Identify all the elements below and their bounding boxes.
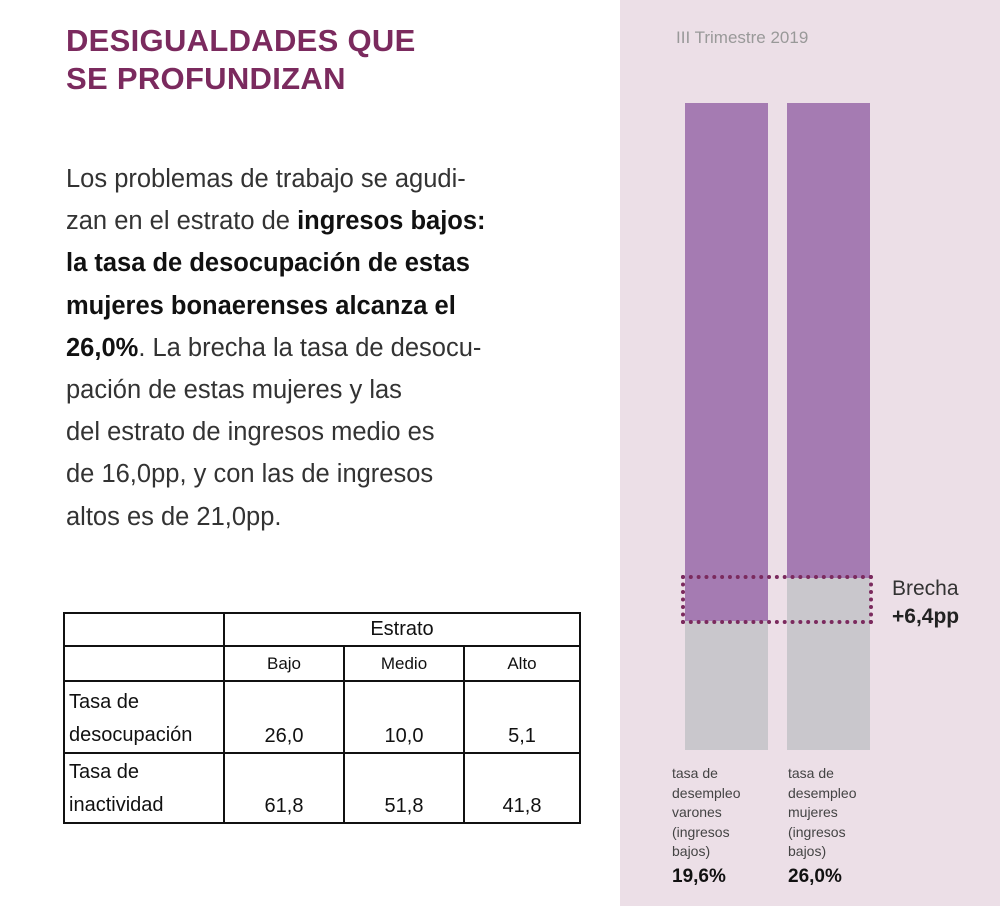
label-line: tasa de — [672, 765, 718, 781]
bold-text: ingresos bajos: — [297, 207, 486, 236]
page-title: DESIGUALDADES QUE SE PROFUNDIZAN — [66, 22, 416, 98]
text: Tasa de — [69, 691, 140, 713]
text: del estrato de ingresos medio es — [66, 418, 435, 447]
text: de 16,0pp, y con las de ingresos — [66, 460, 434, 489]
brecha-gap-box — [681, 575, 873, 624]
bold-text: 26,0% — [66, 333, 139, 362]
table-row: Tasa de desocupación 26,0 10,0 5,1 — [63, 680, 581, 754]
para-line: mujeres bonaerenses alcanza el — [66, 285, 566, 327]
label-line: (ingresos — [788, 823, 846, 840]
text: zan en el estrato de — [66, 207, 298, 236]
para-line: zan en el estrato de ingresos bajos: — [66, 200, 566, 242]
text: Los problemas de trabajo se agudi- — [66, 165, 466, 193]
para-line: altos es de 21,0pp. — [66, 496, 566, 538]
text: . La brecha la tasa de desocu- — [138, 333, 482, 362]
para-line: Los problemas de trabajo se agudi- — [66, 158, 566, 200]
estrato-table: Estrato Bajo Medio Alto Tasa de desocupac… — [63, 612, 581, 824]
category-label-varones: tasa de desempleo varones (ingresos bajo… — [672, 764, 762, 890]
table-row: Tasa de inactividad 61,8 51,8 41,8 — [63, 752, 581, 824]
table-cell: 10,0 — [343, 680, 465, 754]
text: pación de estas mujeres y las — [66, 376, 402, 405]
chart-title: III Trimestre 2019 — [676, 28, 809, 47]
para-line: la tasa de desocupación de estas — [66, 242, 566, 284]
brecha-value: +6,4pp — [892, 605, 960, 628]
label-line: bajos) — [788, 843, 827, 859]
label-line: tasa de — [788, 765, 834, 781]
label-line: bajos) — [672, 843, 711, 859]
label-line: desempleo — [788, 784, 857, 801]
label-line: varones — [672, 804, 722, 820]
value-label: 26,0% — [788, 865, 842, 887]
value-label: 19,6% — [672, 865, 726, 887]
title-line: DESIGUALDADES QUE — [66, 23, 416, 58]
table-cell: 61,8 — [223, 752, 345, 824]
bar-value-fill — [787, 578, 870, 750]
bar-mujeres — [787, 103, 870, 750]
body-paragraph: Los problemas de trabajo se agudi- zan e… — [66, 158, 566, 538]
bold-text: la tasa de desocupación de estas — [66, 249, 470, 278]
table-cell: 26,0 — [223, 680, 345, 754]
brecha-label: Brecha — [892, 577, 959, 600]
label-line: desempleo — [672, 784, 741, 801]
para-line: pación de estas mujeres y las — [66, 369, 566, 411]
table-cell: 5,1 — [463, 680, 581, 754]
label-line: (ingresos — [672, 823, 730, 840]
para-line: del estrato de ingresos medio es — [66, 411, 566, 453]
row-label: Tasa de inactividad — [63, 752, 225, 824]
label-line: mujeres — [788, 804, 838, 820]
text: desocupación — [69, 724, 193, 746]
column-header: Alto — [463, 645, 581, 682]
empty-cell — [63, 645, 225, 682]
text: inactividad — [69, 794, 164, 816]
category-label-mujeres: tasa de desempleo mujeres (ingresos bajo… — [788, 764, 878, 890]
text: Tasa de — [69, 761, 140, 783]
column-header: Medio — [343, 645, 465, 682]
table-header-row: Bajo Medio Alto — [63, 645, 581, 682]
bold-text: mujeres bonaerenses alcanza el — [66, 291, 456, 320]
group-header: Estrato — [223, 612, 581, 647]
table-cell: 51,8 — [343, 752, 465, 824]
text: altos es de 21,0pp. — [66, 502, 282, 531]
bar-value-fill — [685, 620, 768, 750]
empty-cell — [63, 612, 225, 647]
para-line: de 16,0pp, y con las de ingresos — [66, 453, 566, 495]
row-label: Tasa de desocupación — [63, 680, 225, 754]
title-line: SE PROFUNDIZAN — [66, 61, 346, 96]
bar-varones — [685, 103, 768, 750]
table-header-row: Estrato — [63, 612, 581, 647]
para-line: 26,0%. La brecha la tasa de desocu- — [66, 327, 566, 369]
brecha-annotation: Brecha +6,4pp — [892, 575, 959, 631]
column-header: Bajo — [223, 645, 345, 682]
table-cell: 41,8 — [463, 752, 581, 824]
